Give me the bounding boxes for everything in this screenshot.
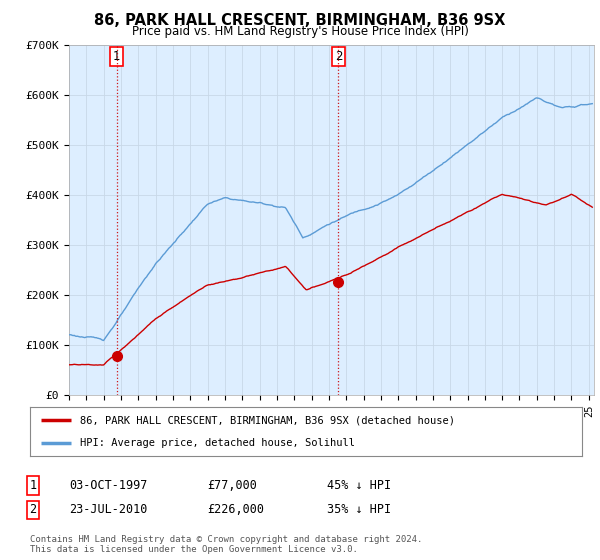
Text: Price paid vs. HM Land Registry's House Price Index (HPI): Price paid vs. HM Land Registry's House … xyxy=(131,25,469,38)
Text: 86, PARK HALL CRESCENT, BIRMINGHAM, B36 9SX: 86, PARK HALL CRESCENT, BIRMINGHAM, B36 … xyxy=(94,13,506,29)
Text: £77,000: £77,000 xyxy=(207,479,257,492)
Text: 86, PARK HALL CRESCENT, BIRMINGHAM, B36 9SX (detached house): 86, PARK HALL CRESCENT, BIRMINGHAM, B36 … xyxy=(80,416,455,426)
Text: 35% ↓ HPI: 35% ↓ HPI xyxy=(327,503,391,516)
Text: 03-OCT-1997: 03-OCT-1997 xyxy=(69,479,148,492)
Text: Contains HM Land Registry data © Crown copyright and database right 2024.
This d: Contains HM Land Registry data © Crown c… xyxy=(30,535,422,554)
Text: HPI: Average price, detached house, Solihull: HPI: Average price, detached house, Soli… xyxy=(80,438,355,448)
Text: £226,000: £226,000 xyxy=(207,503,264,516)
Text: 2: 2 xyxy=(335,50,342,63)
Text: 23-JUL-2010: 23-JUL-2010 xyxy=(69,503,148,516)
Text: 1: 1 xyxy=(29,479,37,492)
Text: 1: 1 xyxy=(113,50,121,63)
Text: 2: 2 xyxy=(29,503,37,516)
Text: 45% ↓ HPI: 45% ↓ HPI xyxy=(327,479,391,492)
